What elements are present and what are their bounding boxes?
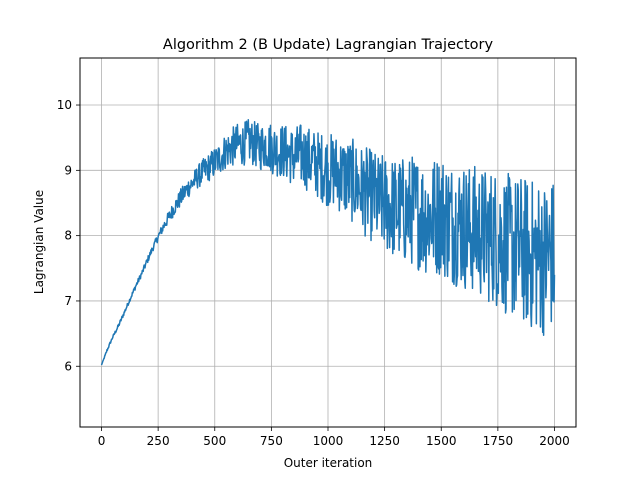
- x-tick-label: 2000: [539, 434, 570, 448]
- x-tick-label: 1250: [369, 434, 400, 448]
- y-axis: 6 7 8 9 10: [57, 98, 80, 373]
- y-tick-label: 10: [57, 98, 72, 112]
- x-tick-label: 1000: [313, 434, 344, 448]
- series-layer: [100, 119, 556, 366]
- chart-title: Algorithm 2 (B Update) Lagrangian Trajec…: [163, 37, 494, 53]
- x-tick-label: 1750: [483, 434, 514, 448]
- y-tick-label: 6: [64, 359, 72, 373]
- x-tick-label: 1500: [426, 434, 457, 448]
- x-tick-label: 750: [260, 434, 283, 448]
- x-tick-label: 500: [203, 434, 226, 448]
- x-tick-label: 0: [98, 434, 106, 448]
- y-axis-label: Lagrangian Value: [32, 190, 46, 294]
- y-tick-label: 8: [64, 229, 72, 243]
- series-line: [100, 119, 556, 366]
- x-axis-label: Outer iteration: [284, 456, 373, 470]
- y-tick-label: 7: [64, 294, 72, 308]
- x-axis: 0 250 500 750 1000 1250 1500 1750 2000: [98, 427, 570, 448]
- x-tick-label: 250: [147, 434, 170, 448]
- y-tick-label: 9: [64, 163, 72, 177]
